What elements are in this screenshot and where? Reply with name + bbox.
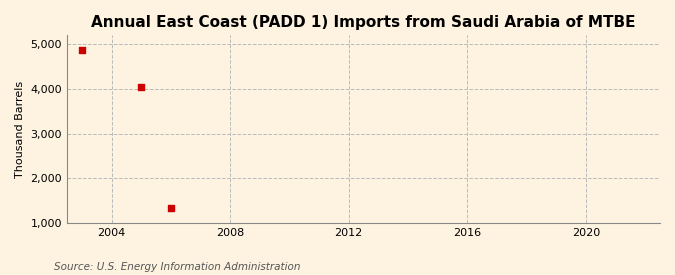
Point bbox=[76, 48, 87, 52]
Y-axis label: Thousand Barrels: Thousand Barrels bbox=[15, 81, 25, 178]
Text: Source: U.S. Energy Information Administration: Source: U.S. Energy Information Administ… bbox=[54, 262, 300, 272]
Point bbox=[165, 206, 176, 210]
Title: Annual East Coast (PADD 1) Imports from Saudi Arabia of MTBE: Annual East Coast (PADD 1) Imports from … bbox=[91, 15, 636, 30]
Point bbox=[136, 84, 146, 89]
